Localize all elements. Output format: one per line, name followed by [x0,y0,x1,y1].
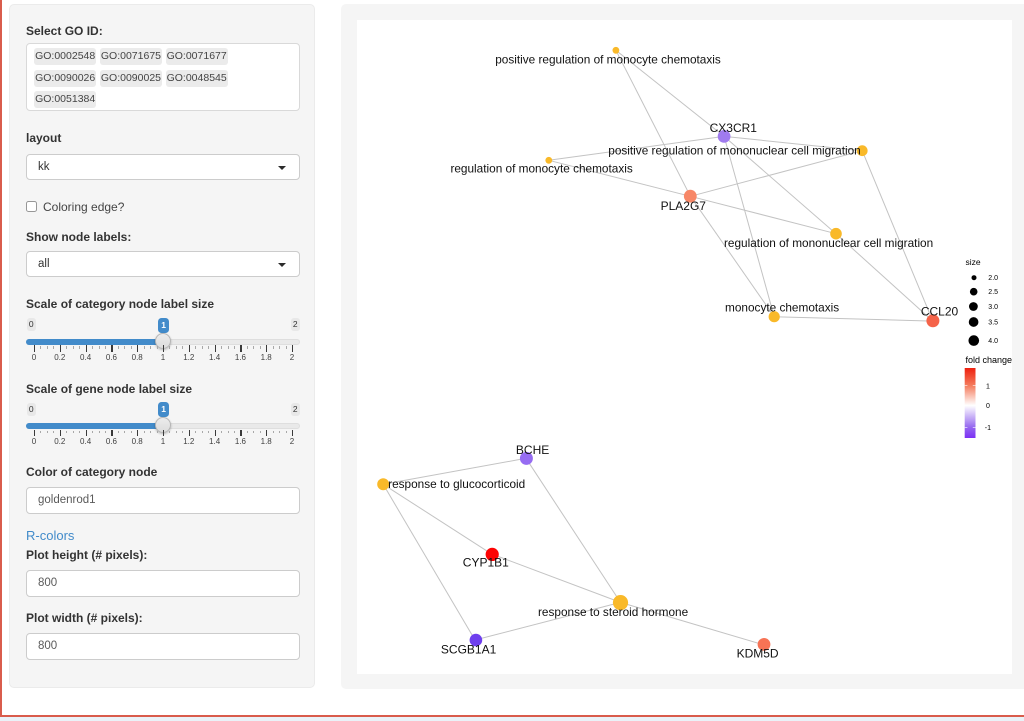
svg-text:KDM5D: KDM5D [737,646,779,660]
svg-text:regulation of mononuclear cell: regulation of mononuclear cell migration [724,235,933,249]
svg-text:0: 0 [986,402,990,409]
svg-text:fold change: fold change [966,355,1013,365]
svg-text:SCGB1A1: SCGB1A1 [441,642,497,656]
svg-text:3.0: 3.0 [988,303,998,310]
svg-text:3.5: 3.5 [988,319,998,326]
svg-text:-1: -1 [985,425,991,432]
svg-text:BCHE: BCHE [516,443,549,457]
svg-text:response to glucocorticoid: response to glucocorticoid [388,476,525,490]
svg-text:CCL20: CCL20 [921,304,959,318]
svg-text:regulation of monocyte chemota: regulation of monocyte chemotaxis [450,161,632,175]
svg-text:size: size [965,256,980,266]
svg-text:4.0: 4.0 [988,338,998,345]
svg-text:response to steroid hormone: response to steroid hormone [538,605,689,619]
svg-text:monocyte chemotaxis: monocyte chemotaxis [725,300,839,314]
svg-text:CX3CR1: CX3CR1 [710,120,758,134]
svg-text:positive regulation of mononuc: positive regulation of mononuclear cell … [608,143,860,157]
svg-text:2.0: 2.0 [988,275,998,282]
svg-text:1: 1 [986,383,990,390]
svg-text:PLA2G7: PLA2G7 [661,199,707,213]
svg-text:CYP1B1: CYP1B1 [463,555,509,569]
svg-text:2.5: 2.5 [988,289,998,296]
svg-text:positive regulation of monocyt: positive regulation of monocyte chemotax… [495,52,721,66]
